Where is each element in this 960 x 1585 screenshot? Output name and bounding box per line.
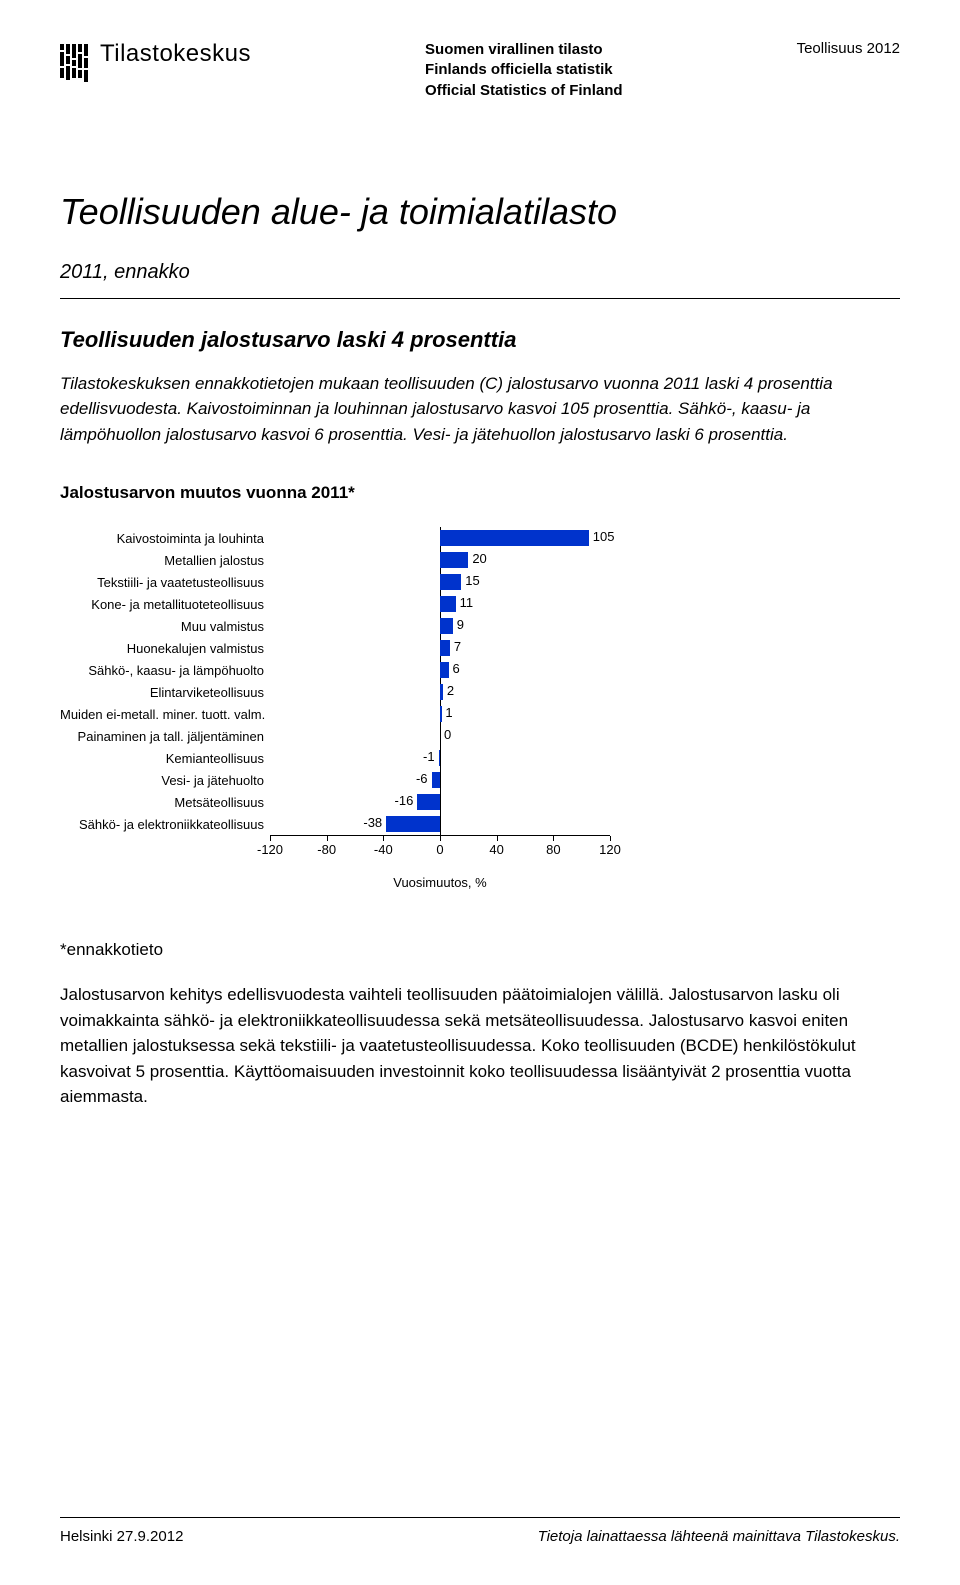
chart-value-label: 7 <box>454 639 461 654</box>
chart-row: Kone- ja metallituoteteollisuus 11 <box>60 593 620 615</box>
chart-bar <box>440 640 450 656</box>
chart-category-label: Kemianteollisuus <box>60 751 270 766</box>
chart-category-label: Tekstiili- ja vaatetusteollisuus <box>60 575 270 590</box>
chart-title: Jalostusarvon muutos vuonna 2011* <box>60 483 900 503</box>
chart-value-label: 2 <box>447 683 454 698</box>
chart-category-label: Sähkö- ja elektroniikkateollisuus <box>60 817 270 832</box>
chart-category-label: Metallien jalostus <box>60 553 270 568</box>
chart-row: Metsäteollisuus -16 <box>60 791 620 813</box>
chart-tick-label: 40 <box>489 842 503 857</box>
chart-row: Vesi- ja jätehuolto -6 <box>60 769 620 791</box>
chart-value-label: -38 <box>363 815 382 830</box>
logo-icon <box>60 40 88 82</box>
intro-paragraph: Tilastokeskuksen ennakkotietojen mukaan … <box>60 371 900 448</box>
chart-row: Painaminen ja tall. jäljentäminen 0 <box>60 725 620 747</box>
chart-plot-area: 20 <box>270 549 610 571</box>
chart-plot-area: -6 <box>270 769 610 791</box>
official-line: Suomen virallinen tilasto <box>425 40 623 60</box>
chart-tick-label: -80 <box>317 842 336 857</box>
chart-category-label: Muiden ei-metall. miner. tuott. valm. <box>60 707 270 722</box>
chart-category-label: Painaminen ja tall. jäljentäminen <box>60 729 270 744</box>
chart-row: Elintarviketeollisuus 2 <box>60 681 620 703</box>
chart-row: Metallien jalostus 20 <box>60 549 620 571</box>
chart-value-label: -6 <box>416 771 428 786</box>
chart-value-label: -1 <box>423 749 435 764</box>
chart-value-label: 15 <box>465 573 479 588</box>
chart-tick-label: -120 <box>257 842 283 857</box>
chart-bar <box>440 662 449 678</box>
chart-plot-area: -1 <box>270 747 610 769</box>
chart-row: Muu valmistus 9 <box>60 615 620 637</box>
bar-chart: Kaivostoiminta ja louhinta105Metallien j… <box>60 527 620 890</box>
chart-bar <box>440 530 589 546</box>
chart-category-label: Sähkö-, kaasu- ja lämpöhuolto <box>60 663 270 678</box>
chart-x-axis: -120-80-4004080120 <box>270 835 610 873</box>
chart-plot-area: 7 <box>270 637 610 659</box>
chart-category-label: Huonekalujen valmistus <box>60 641 270 656</box>
chart-row: Kaivostoiminta ja louhinta105 <box>60 527 620 549</box>
chart-value-label: 6 <box>453 661 460 676</box>
chart-value-label: 9 <box>457 617 464 632</box>
chart-row: Sähkö-, kaasu- ja lämpöhuolto 6 <box>60 659 620 681</box>
official-line: Official Statistics of Finland <box>425 81 623 101</box>
footer-date: Helsinki 27.9.2012 <box>60 1528 183 1545</box>
chart-category-label: Kaivostoiminta ja louhinta <box>60 531 270 546</box>
footer: Helsinki 27.9.2012 Tietoja lainattaessa … <box>60 1517 900 1545</box>
footer-citation: Tietoja lainattaessa lähteenä mainittava… <box>538 1528 900 1545</box>
chart-category-label: Metsäteollisuus <box>60 795 270 810</box>
chart-bar <box>417 794 440 810</box>
chart-value-label: 1 <box>445 705 452 720</box>
chart-bar <box>440 706 442 722</box>
chart-plot-area: 0 <box>270 725 610 747</box>
chart-tick-label: 0 <box>436 842 443 857</box>
chart-row: Kemianteollisuus -1 <box>60 747 620 769</box>
chart-row: Muiden ei-metall. miner. tuott. valm. 1 <box>60 703 620 725</box>
chart-x-label: Vuosimuutos, % <box>270 875 610 890</box>
chart-category-label: Vesi- ja jätehuolto <box>60 773 270 788</box>
official-line: Finlands officiella statistik <box>425 60 623 80</box>
chart-bar <box>386 816 440 832</box>
chart-bar <box>440 618 453 634</box>
chart-plot-area: 105 <box>270 527 610 549</box>
header: Tilastokeskus Suomen virallinen tilasto … <box>60 40 900 101</box>
chart-value-label: 0 <box>444 727 451 742</box>
chart-value-label: 20 <box>472 551 486 566</box>
chart-category-label: Kone- ja metallituoteteollisuus <box>60 597 270 612</box>
chart-row: Huonekalujen valmistus 7 <box>60 637 620 659</box>
chart-bar <box>440 684 443 700</box>
chart-plot-area: -38 <box>270 813 610 835</box>
page-title: Teollisuuden alue- ja toimialatilasto <box>60 191 900 233</box>
chart-row: Tekstiili- ja vaatetusteollisuus 15 <box>60 571 620 593</box>
footnote: *ennakkotieto <box>60 940 900 960</box>
chart-category-label: Muu valmistus <box>60 619 270 634</box>
chart-bar <box>432 772 441 788</box>
chart-row: Sähkö- ja elektroniikkateollisuus -38 <box>60 813 620 835</box>
official-stats-label: Suomen virallinen tilasto Finlands offic… <box>425 40 623 101</box>
chart-plot-area: 1 <box>270 703 610 725</box>
logo-block: Tilastokeskus <box>60 40 251 82</box>
chart-category-label: Elintarviketeollisuus <box>60 685 270 700</box>
chart-value-label: 11 <box>460 595 474 610</box>
logo-text: Tilastokeskus <box>100 40 251 68</box>
chart-bar <box>440 552 468 568</box>
chart-plot-area: 11 <box>270 593 610 615</box>
chart-value-label: 105 <box>593 529 615 544</box>
chart-plot-area: 9 <box>270 615 610 637</box>
chart-plot-area: -16 <box>270 791 610 813</box>
chart-tick-label: -40 <box>374 842 393 857</box>
chart-plot-area: 15 <box>270 571 610 593</box>
body-paragraph: Jalostusarvon kehitys edellisvuodesta va… <box>60 982 900 1110</box>
chart-value-label: -16 <box>395 793 414 808</box>
chart-plot-area: 2 <box>270 681 610 703</box>
chart-tick-label: 80 <box>546 842 560 857</box>
chart-bar <box>439 750 440 766</box>
topic-label: Teollisuus 2012 <box>797 40 900 57</box>
chart-tick-label: 120 <box>599 842 621 857</box>
chart-bar <box>440 596 456 612</box>
page-subtitle: 2011, ennakko <box>60 261 900 299</box>
chart-bar <box>440 574 461 590</box>
chart-plot-area: 6 <box>270 659 610 681</box>
section-heading: Teollisuuden jalostusarvo laski 4 prosen… <box>60 327 900 353</box>
